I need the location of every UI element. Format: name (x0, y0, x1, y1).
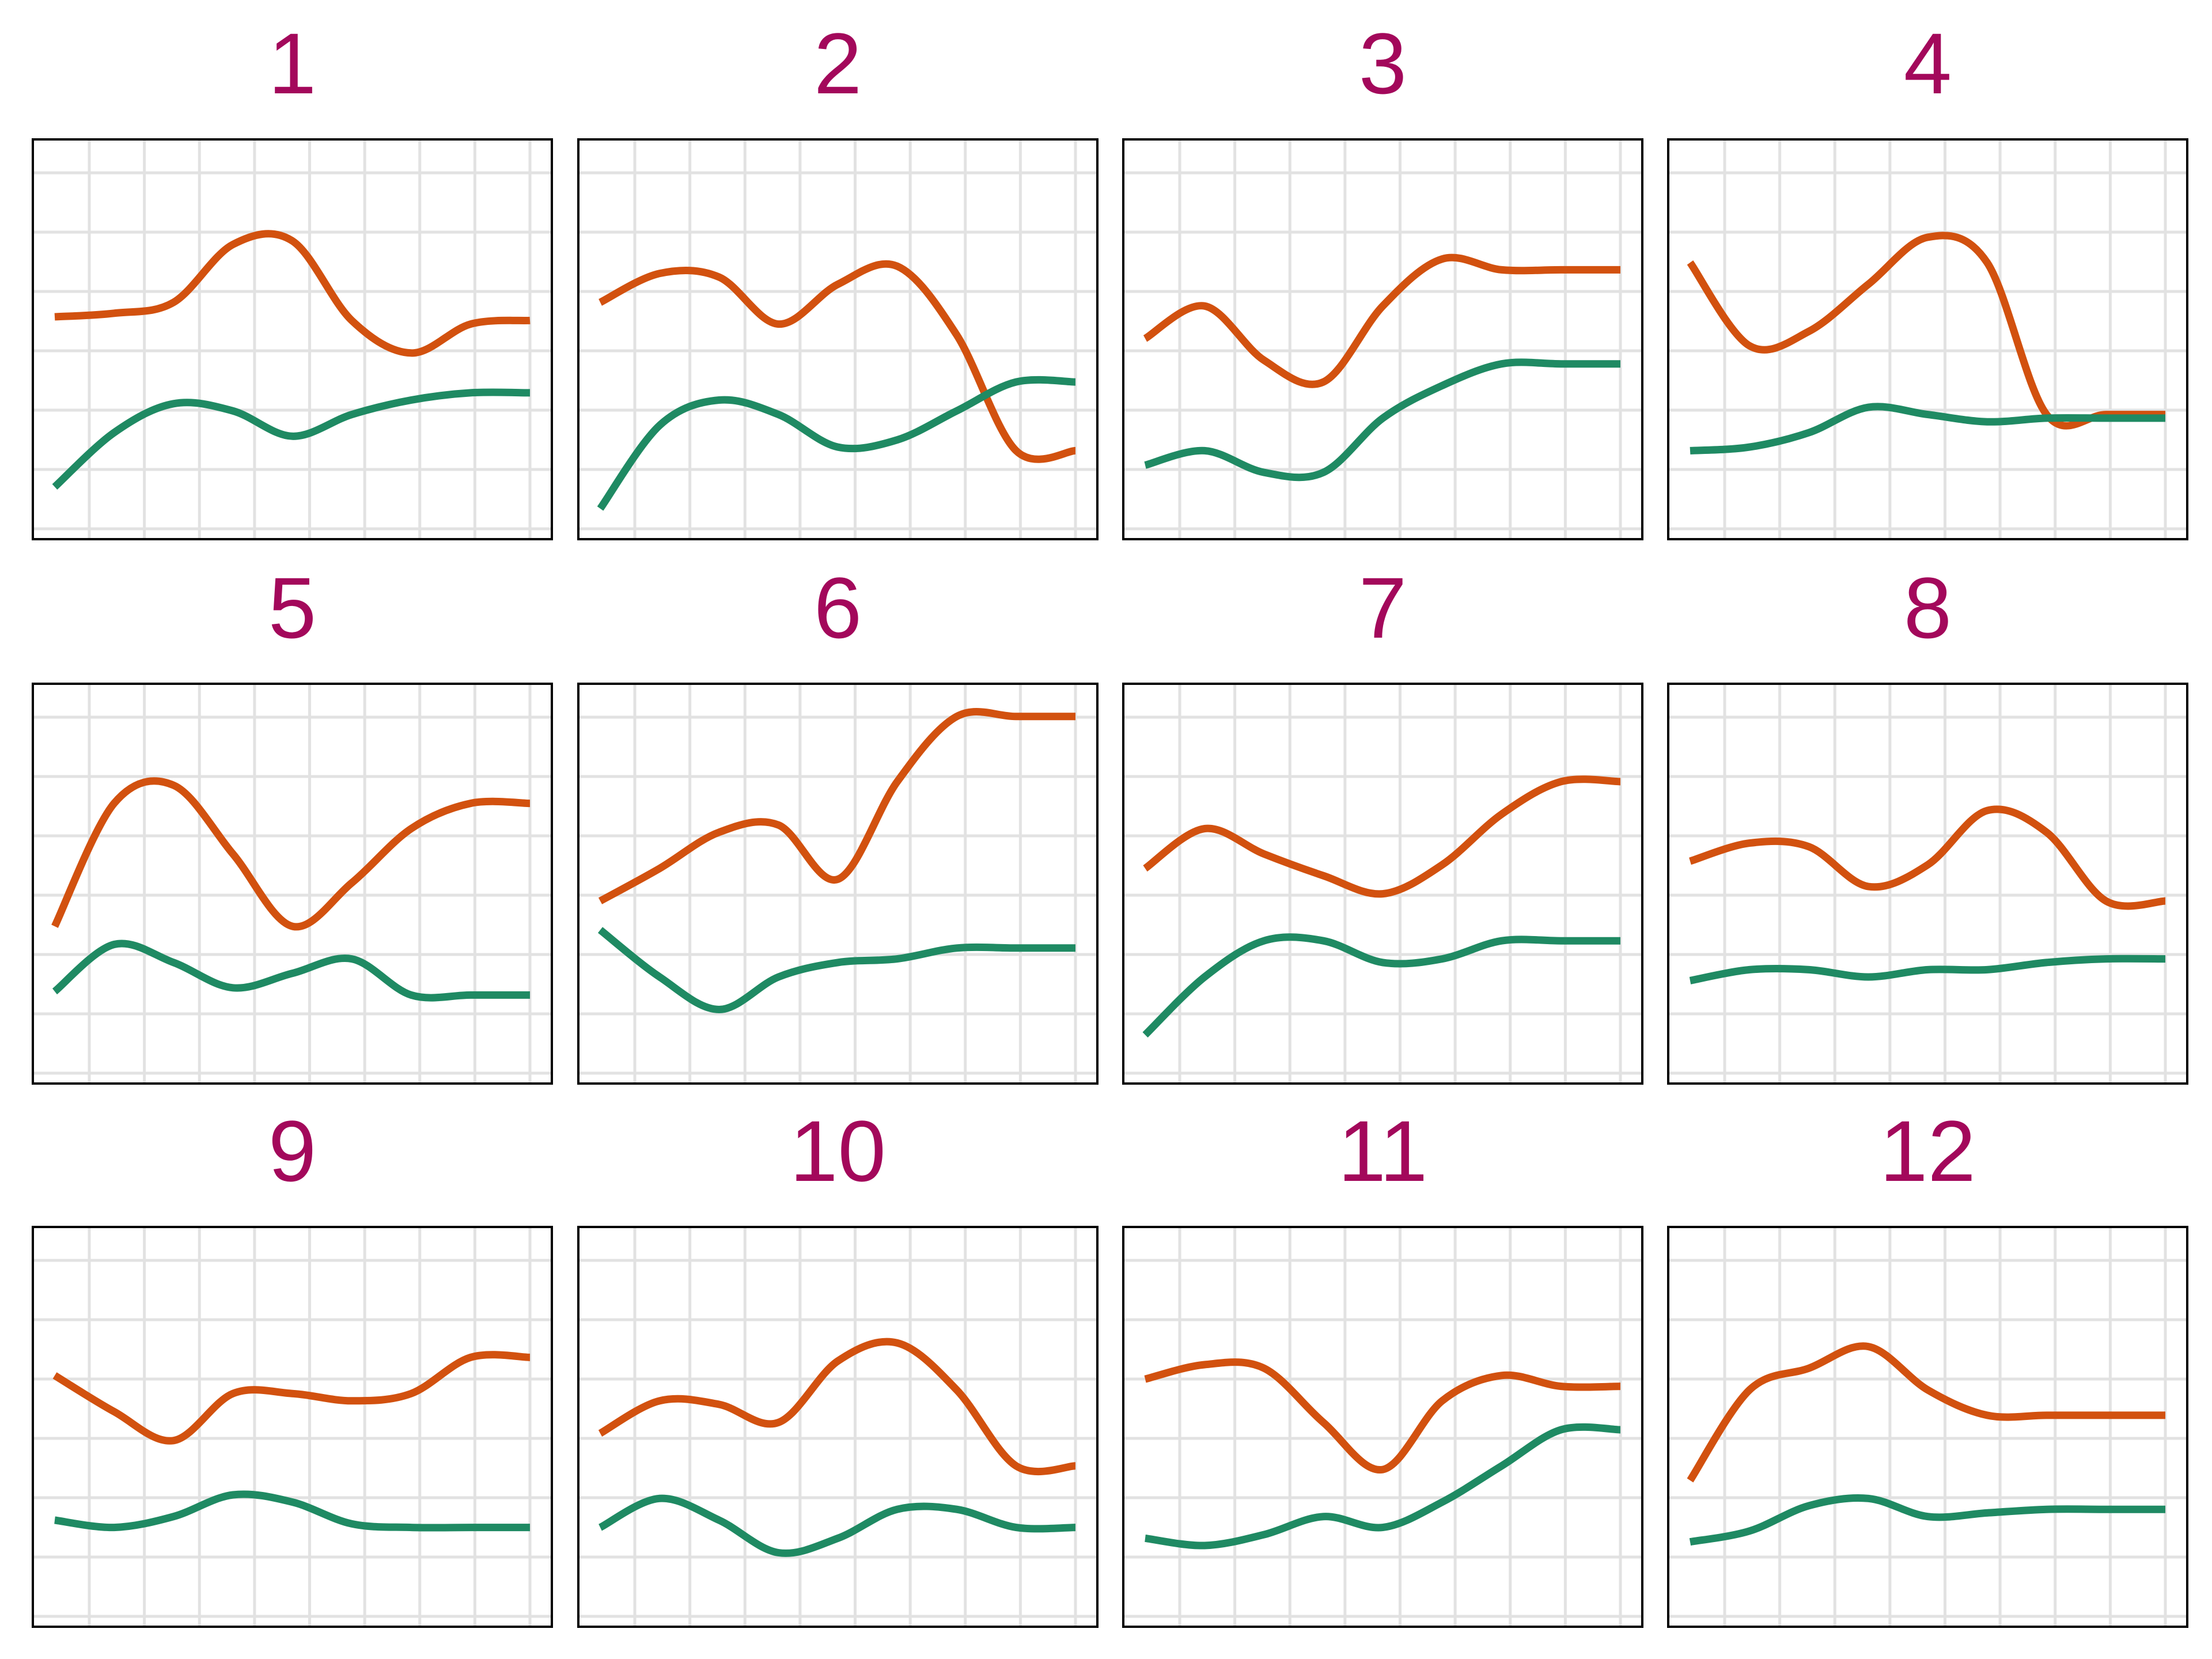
chart-plot-area (1667, 683, 2188, 1085)
series-line-green (1689, 1494, 2165, 1546)
grid-lines (1667, 138, 2188, 540)
chart-panel-6: 6 (577, 565, 1099, 1085)
grid-lines (1667, 1226, 2188, 1628)
chart-panel-1: 1 (32, 20, 553, 540)
grid-lines (1667, 683, 2188, 1085)
chart-frame (1122, 138, 1643, 540)
chart-plot-area (1122, 138, 1643, 540)
chart-title: 11 (1338, 1103, 1428, 1199)
chart-title: 2 (813, 15, 862, 112)
chart-title: 12 (1880, 1103, 1976, 1199)
chart-panel-12: 12 (1667, 1108, 2188, 1628)
series-line-green (598, 1494, 1076, 1557)
grid-lines (1122, 683, 1643, 1085)
chart-title: 6 (813, 559, 862, 656)
series-line-orange (54, 230, 531, 357)
chart-panel-8: 8 (1667, 565, 2188, 1085)
chart-plot-area (32, 138, 553, 540)
series-line-green (1689, 955, 2166, 984)
chart-plot-area (1122, 1226, 1643, 1628)
series-line-green (1145, 1423, 1621, 1550)
series-line-orange (598, 1338, 1076, 1476)
grid-lines (577, 683, 1099, 1085)
chart-plot-area (577, 683, 1099, 1085)
chart-frame (1122, 1226, 1643, 1628)
chart-plot-area (32, 683, 553, 1085)
chart-frame (1122, 683, 1643, 1085)
series-line-orange (1687, 1342, 2165, 1483)
chart-frame (1667, 683, 2188, 1085)
chart-frame (1667, 138, 2188, 540)
chart-panel-5: 5 (32, 565, 553, 1085)
series-line-green (1144, 358, 1620, 482)
chart-panel-11: 11 (1122, 1108, 1643, 1628)
series-line-orange (52, 1351, 531, 1445)
series-line-green (52, 388, 531, 490)
chart-panel-9: 9 (32, 1108, 553, 1628)
chart-frame (1667, 1226, 2188, 1628)
chart-title: 4 (1903, 15, 1952, 112)
chart-frame (577, 683, 1099, 1085)
chart-title: 9 (268, 1103, 317, 1199)
series-line-green (597, 376, 1076, 511)
chart-title: 3 (1358, 15, 1407, 112)
series-line-orange (1687, 232, 2165, 430)
chart-panel-7: 7 (1122, 565, 1643, 1085)
series-line-green (52, 940, 530, 1002)
chart-panel-2: 2 (577, 20, 1099, 540)
chart-plot-area (1667, 138, 2188, 540)
chart-panel-10: 10 (577, 1108, 1099, 1628)
series-line-orange (1689, 805, 2166, 910)
chart-plot-area (577, 1226, 1099, 1628)
grid-lines (32, 138, 553, 540)
chart-plot-area (1667, 1226, 2188, 1628)
series-line-orange (1143, 253, 1620, 388)
chart-title: 1 (268, 15, 317, 112)
chart-frame (32, 1226, 553, 1628)
grid-lines (577, 1226, 1099, 1628)
chart-title: 10 (790, 1103, 886, 1199)
chart-title: 7 (1358, 559, 1407, 656)
chart-title: 5 (268, 559, 317, 656)
grid-lines (32, 1226, 553, 1628)
chart-panel-3: 3 (1122, 20, 1643, 540)
series-line-green (1142, 933, 1620, 1038)
chart-title: 8 (1903, 559, 1952, 656)
grid-lines (32, 683, 553, 1085)
chart-frame (577, 138, 1099, 540)
chart-plot-area (577, 138, 1099, 540)
series-line-orange (598, 707, 1075, 904)
series-line-orange (1144, 1358, 1621, 1474)
chart-plot-area (1122, 683, 1643, 1085)
grid-lines (577, 138, 1099, 540)
series-line-orange (51, 777, 531, 931)
series-line-orange (599, 260, 1076, 463)
series-line-green (54, 1490, 530, 1532)
chart-panel-4: 4 (1667, 20, 2188, 540)
series-line-green (597, 927, 1075, 1013)
chart-frame (577, 1226, 1099, 1628)
series-line-green (1690, 403, 2165, 454)
chart-frame (32, 683, 553, 1085)
chart-plot-area (32, 1226, 553, 1628)
chart-frame (32, 138, 553, 540)
series-line-orange (1143, 775, 1621, 898)
